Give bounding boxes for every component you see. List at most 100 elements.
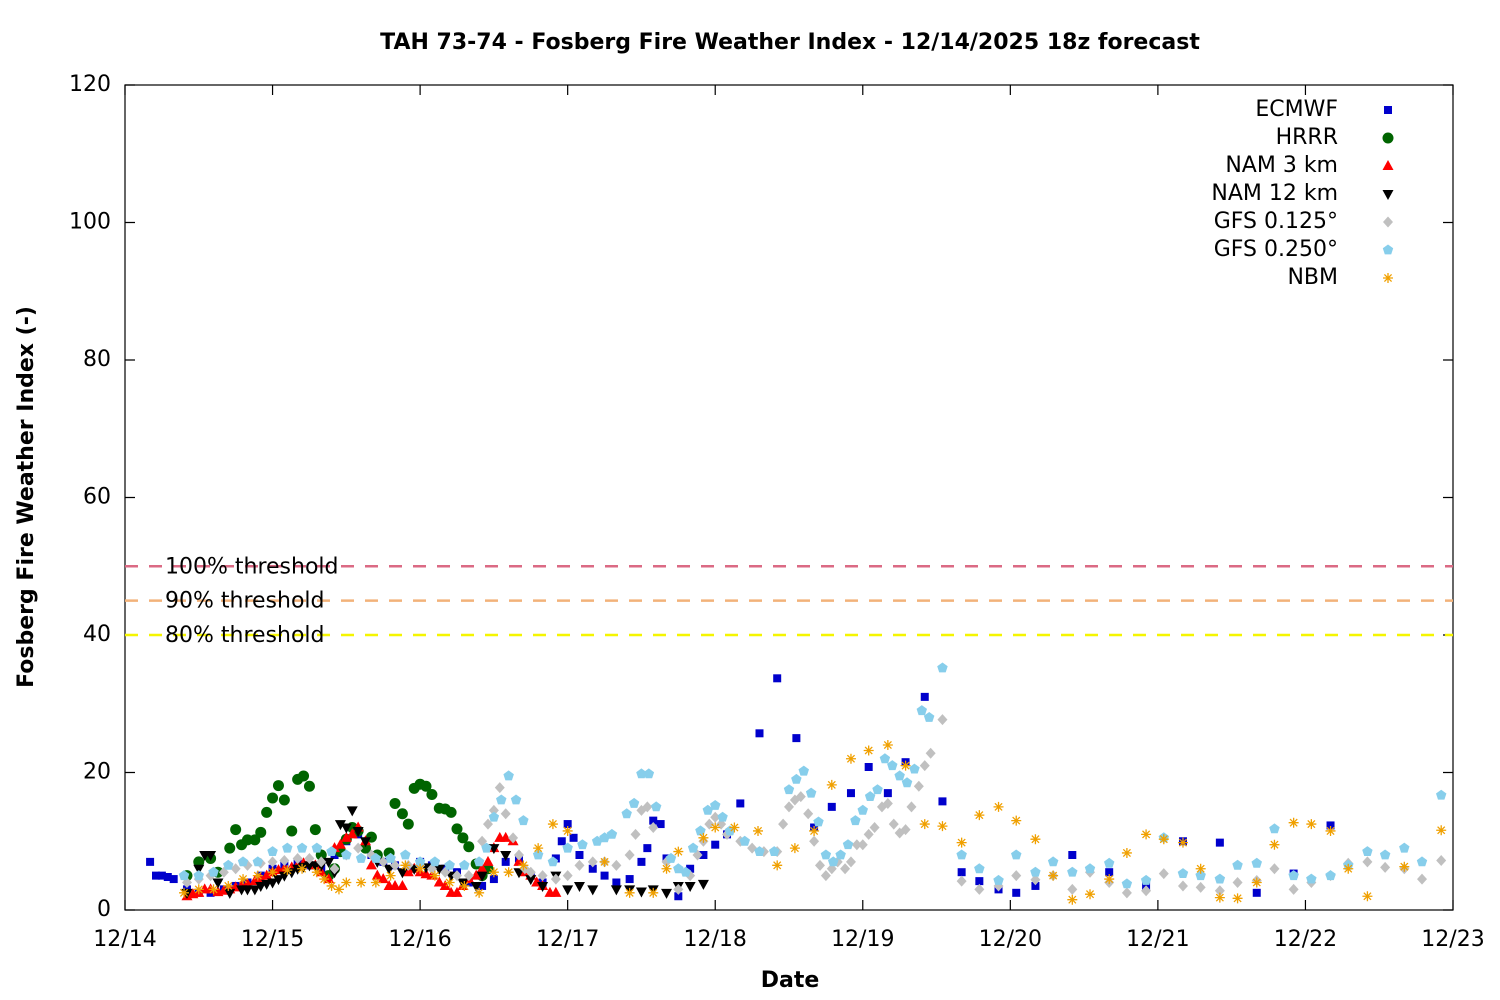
- data-point: [282, 865, 293, 876]
- data-point: [353, 842, 364, 854]
- data-point: [894, 770, 905, 781]
- data-point: [717, 811, 728, 822]
- data-point: [887, 760, 898, 771]
- data-point: [396, 879, 408, 890]
- data-point: [643, 768, 655, 779]
- data-point: [803, 808, 814, 820]
- data-point: [238, 874, 249, 885]
- data-point: [1030, 874, 1041, 886]
- data-point: [1214, 892, 1225, 903]
- data-point: [916, 705, 927, 716]
- data-point: [1121, 887, 1132, 899]
- data-point: [869, 822, 880, 833]
- data-point: [993, 801, 1004, 812]
- data-point: [1215, 838, 1224, 847]
- data-point: [840, 863, 851, 875]
- x-tick-label: 12/20: [979, 927, 1042, 952]
- data-point: [537, 881, 549, 892]
- threshold-label: 90% threshold: [165, 589, 325, 614]
- data-point: [1232, 859, 1243, 870]
- data-point: [355, 852, 367, 863]
- data-point: [1269, 863, 1280, 875]
- threshold-label: 100% threshold: [165, 554, 339, 579]
- data-point: [920, 692, 929, 701]
- data-point: [488, 811, 500, 822]
- data-point: [711, 840, 720, 849]
- data-point: [230, 824, 242, 836]
- data-point: [1251, 877, 1262, 888]
- data-point: [1269, 839, 1280, 850]
- data-point: [1343, 863, 1354, 874]
- data-point: [795, 791, 806, 803]
- data-point: [974, 810, 985, 821]
- data-point: [1417, 873, 1428, 885]
- data-point: [255, 881, 267, 892]
- data-point: [457, 878, 469, 889]
- data-point: [974, 863, 985, 874]
- data-point: [370, 877, 381, 888]
- data-point: [272, 780, 284, 792]
- y-tick-label: 20: [83, 760, 111, 785]
- data-point: [798, 765, 809, 776]
- data-point: [820, 870, 831, 882]
- data-point: [518, 860, 529, 871]
- data-point: [1436, 789, 1447, 800]
- data-point: [695, 825, 706, 836]
- x-tick-label: 12/16: [388, 927, 451, 952]
- data-point: [1177, 837, 1188, 848]
- data-point: [562, 842, 573, 853]
- data-point: [439, 879, 451, 890]
- data-point: [754, 846, 765, 856]
- data-point: [857, 804, 868, 815]
- data-point: [360, 842, 372, 854]
- data-point: [704, 818, 715, 830]
- data-point: [1232, 893, 1243, 904]
- data-point: [1048, 870, 1059, 881]
- data-point: [1252, 888, 1261, 897]
- data-point: [323, 857, 335, 868]
- data-point: [1158, 868, 1169, 880]
- legend-marker: [1383, 216, 1393, 228]
- data-point: [649, 816, 658, 825]
- data-point: [814, 859, 825, 871]
- data-point: [635, 887, 647, 898]
- data-point: [1436, 825, 1447, 836]
- data-point: [778, 818, 789, 830]
- data-point: [1085, 889, 1096, 900]
- data-point: [340, 823, 352, 834]
- data-point: [513, 849, 524, 861]
- data-point: [805, 787, 817, 798]
- data-point: [636, 768, 647, 779]
- data-point: [503, 770, 514, 781]
- data-point: [146, 857, 155, 866]
- data-point: [525, 875, 537, 886]
- data-point: [1011, 849, 1022, 860]
- data-point: [482, 855, 494, 866]
- x-tick-label: 12/23: [1421, 927, 1484, 952]
- data-point: [648, 887, 659, 898]
- data-point: [426, 789, 438, 800]
- data-point: [488, 867, 499, 878]
- data-point: [773, 674, 782, 683]
- data-point: [1177, 880, 1188, 892]
- data-point: [500, 808, 511, 820]
- data-point: [1288, 883, 1299, 895]
- data-point: [1141, 885, 1152, 897]
- legend-label: ECMWF: [1255, 97, 1338, 122]
- legend-label: GFS 0.125°: [1214, 209, 1338, 234]
- data-point: [282, 842, 293, 853]
- data-point: [648, 822, 659, 833]
- data-point: [1288, 817, 1299, 828]
- data-point: [1121, 878, 1133, 889]
- data-point: [396, 808, 408, 820]
- legend-label: HRRR: [1276, 125, 1338, 150]
- data-point: [508, 832, 519, 844]
- data-point: [563, 820, 572, 829]
- data-point: [476, 871, 488, 882]
- data-point: [444, 859, 455, 870]
- data-point: [587, 885, 599, 896]
- data-point: [1067, 866, 1078, 877]
- data-point: [919, 760, 930, 772]
- data-point: [208, 866, 219, 877]
